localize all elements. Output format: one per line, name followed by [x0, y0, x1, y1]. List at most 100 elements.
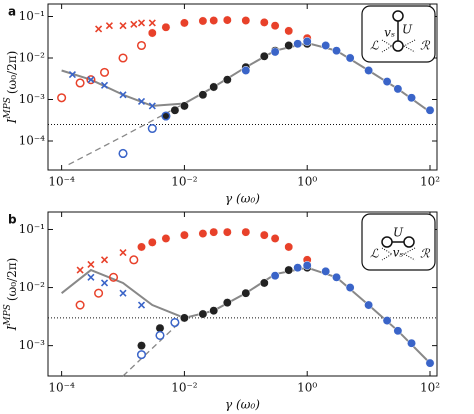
data-point: [155, 330, 165, 340]
panel-label: b: [8, 213, 17, 227]
data-point: [198, 16, 208, 26]
data-point: [241, 288, 251, 298]
data-point: [161, 111, 171, 121]
y-tick-label: 10⁻⁴: [19, 133, 46, 147]
data-point: [68, 70, 76, 79]
data-point: [270, 271, 280, 281]
data-point: [100, 256, 109, 264]
data-point: [259, 17, 269, 27]
inset-right: ℛ: [420, 247, 431, 261]
asymptote-line: [122, 317, 185, 377]
data-point: [270, 21, 280, 31]
inset-lead: [381, 247, 416, 261]
data-point: [118, 53, 128, 63]
y-label-symbol: I: [5, 118, 19, 124]
data-point: [364, 66, 374, 75]
data-point: [332, 46, 341, 56]
y-tick-label: 10⁻¹: [19, 9, 45, 23]
data-point: [119, 91, 127, 99]
panel-label: a: [8, 5, 16, 19]
data-point: [209, 82, 219, 92]
data-point: [302, 261, 312, 270]
data-point: [170, 105, 180, 115]
data-point: [130, 20, 138, 28]
data-point: [259, 51, 269, 61]
data-point: [222, 75, 232, 85]
data-point: [222, 15, 232, 25]
data-point: [86, 75, 96, 85]
data-point: [270, 47, 280, 57]
plot-frame: [47, 211, 438, 377]
inset-coupling: vₛ: [393, 246, 404, 260]
inset: ℒ ℛ Uvₛ: [361, 213, 436, 271]
y-tick-label: 10⁻³: [19, 92, 46, 106]
data-point: [137, 19, 146, 27]
data-point: [293, 39, 303, 49]
data-point: [209, 306, 219, 316]
data-point: [57, 93, 67, 103]
y-tick-label: 10⁻²: [19, 280, 46, 294]
data-point: [209, 227, 219, 237]
data-point: [147, 237, 157, 247]
data-point: [179, 230, 189, 240]
data-point: [87, 273, 95, 281]
y-tick-label: 10⁻³: [19, 338, 46, 352]
inset-dot: [381, 236, 393, 248]
data-point: [293, 263, 303, 273]
data-point: [222, 298, 232, 308]
data-point: [95, 25, 103, 33]
data-point: [179, 18, 189, 28]
data-point: [76, 266, 84, 274]
x-axis-label: γ (ω₀): [225, 398, 260, 412]
data-point: [321, 266, 331, 276]
inset-interaction: U: [393, 226, 404, 240]
data-point: [137, 341, 146, 351]
inset: ℒ ℛvₛ U: [361, 5, 436, 63]
data-point: [136, 350, 147, 360]
x-tick-label: 10⁻²: [171, 175, 198, 189]
data-point: [148, 19, 156, 27]
data-point: [198, 229, 208, 239]
data-point: [425, 105, 435, 115]
inset-dot: [403, 236, 415, 248]
y-tick-label: 10⁻¹: [19, 222, 45, 236]
data-point: [259, 278, 269, 288]
data-point: [284, 242, 294, 252]
data-point: [99, 67, 110, 77]
data-point: [382, 316, 392, 326]
data-point: [270, 234, 280, 243]
data-point: [129, 255, 139, 265]
data-point: [87, 260, 95, 269]
data-point: [393, 84, 403, 94]
y-tick-label: 10⁻²: [19, 50, 46, 64]
x-tick-label: 10⁰: [297, 381, 317, 395]
y-label-sup: MPS: [3, 97, 13, 119]
data-point: [137, 97, 146, 105]
x-tick-label: 10⁻⁴: [48, 175, 75, 189]
data-point: [302, 37, 312, 46]
data-point: [179, 101, 189, 111]
y-label-unit: (ω₀/2π): [5, 258, 19, 302]
data-point: [100, 279, 109, 287]
data-point: [407, 338, 416, 348]
inset-left: ℒ: [370, 39, 379, 53]
data-point: [137, 301, 146, 309]
x-tick-label: 10²: [420, 381, 440, 395]
inset-left: ℒ: [370, 247, 379, 261]
data-point: [119, 289, 127, 297]
data-point: [241, 16, 251, 25]
inset-coupling: vₛ: [384, 26, 395, 40]
data-point: [119, 249, 127, 257]
inset-dot: [392, 10, 404, 22]
data-point: [382, 77, 392, 87]
data-point: [161, 234, 171, 243]
data-point: [147, 123, 157, 134]
data-point: [345, 53, 355, 63]
data-point: [148, 102, 156, 110]
data-point: [100, 81, 109, 89]
y-axis-label: IMPS (ω₀/2π): [3, 51, 19, 125]
x-axis-label: γ (ω₀): [225, 192, 260, 206]
data-point: [87, 76, 95, 84]
data-point: [137, 242, 146, 252]
